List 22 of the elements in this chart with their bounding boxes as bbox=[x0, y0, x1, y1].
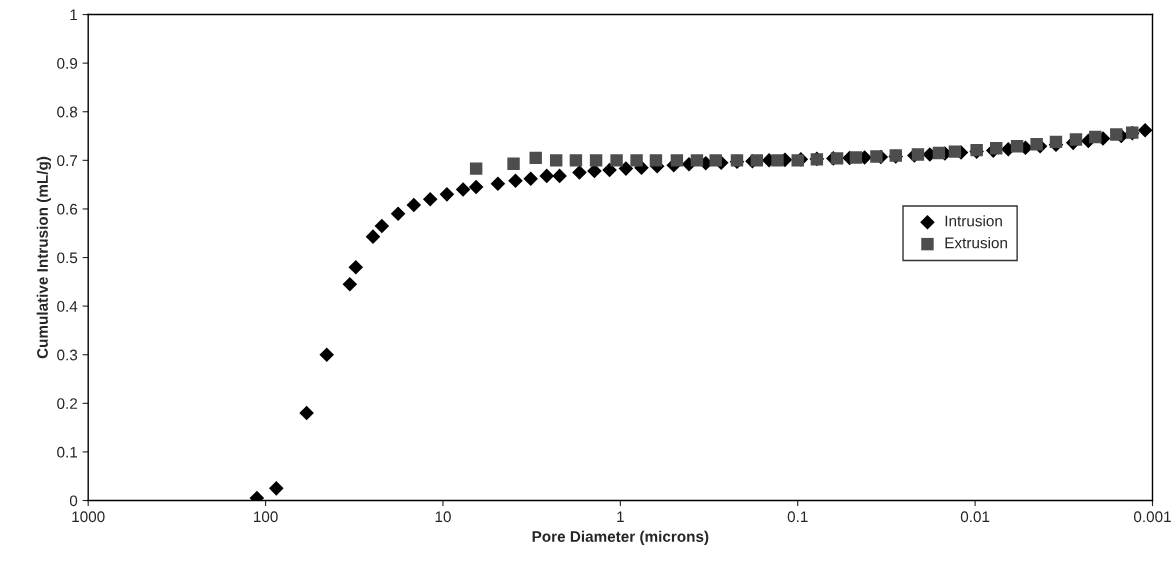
y-tick-label: 0.7 bbox=[57, 155, 78, 167]
x-tick-label: 10 bbox=[435, 511, 451, 523]
legend-label: Extrusion bbox=[945, 237, 1007, 249]
y-tick-label: 0.4 bbox=[57, 301, 78, 312]
legend-label: Intrusion bbox=[945, 215, 1002, 227]
x-tick-label: 100 bbox=[254, 511, 278, 523]
x-tick-label: 0.1 bbox=[787, 511, 808, 523]
y-tick-label: 0.9 bbox=[57, 58, 78, 69]
y-tick-label: 0.8 bbox=[57, 106, 78, 118]
x-axis-title: Pore Diameter (microns) bbox=[532, 530, 709, 545]
y-tick-label: 0.6 bbox=[57, 203, 78, 215]
x-tick-label: 0.01 bbox=[960, 511, 990, 523]
y-tick-label: 0.5 bbox=[57, 252, 78, 264]
y-tick-label: 0.3 bbox=[57, 349, 78, 361]
x-tick-label: 1 bbox=[617, 511, 624, 523]
y-tick-label: 1 bbox=[70, 9, 78, 21]
y-axis-title: Cumulative Intrusion (mL/g) bbox=[36, 156, 51, 359]
y-tick-label: 0.1 bbox=[57, 446, 78, 458]
y-tick-label: 0.2 bbox=[57, 398, 78, 410]
y-tick-label: 0 bbox=[69, 495, 78, 507]
x-tick-label: 1000 bbox=[72, 511, 105, 523]
x-tick-label: 0.001 bbox=[1133, 511, 1171, 523]
